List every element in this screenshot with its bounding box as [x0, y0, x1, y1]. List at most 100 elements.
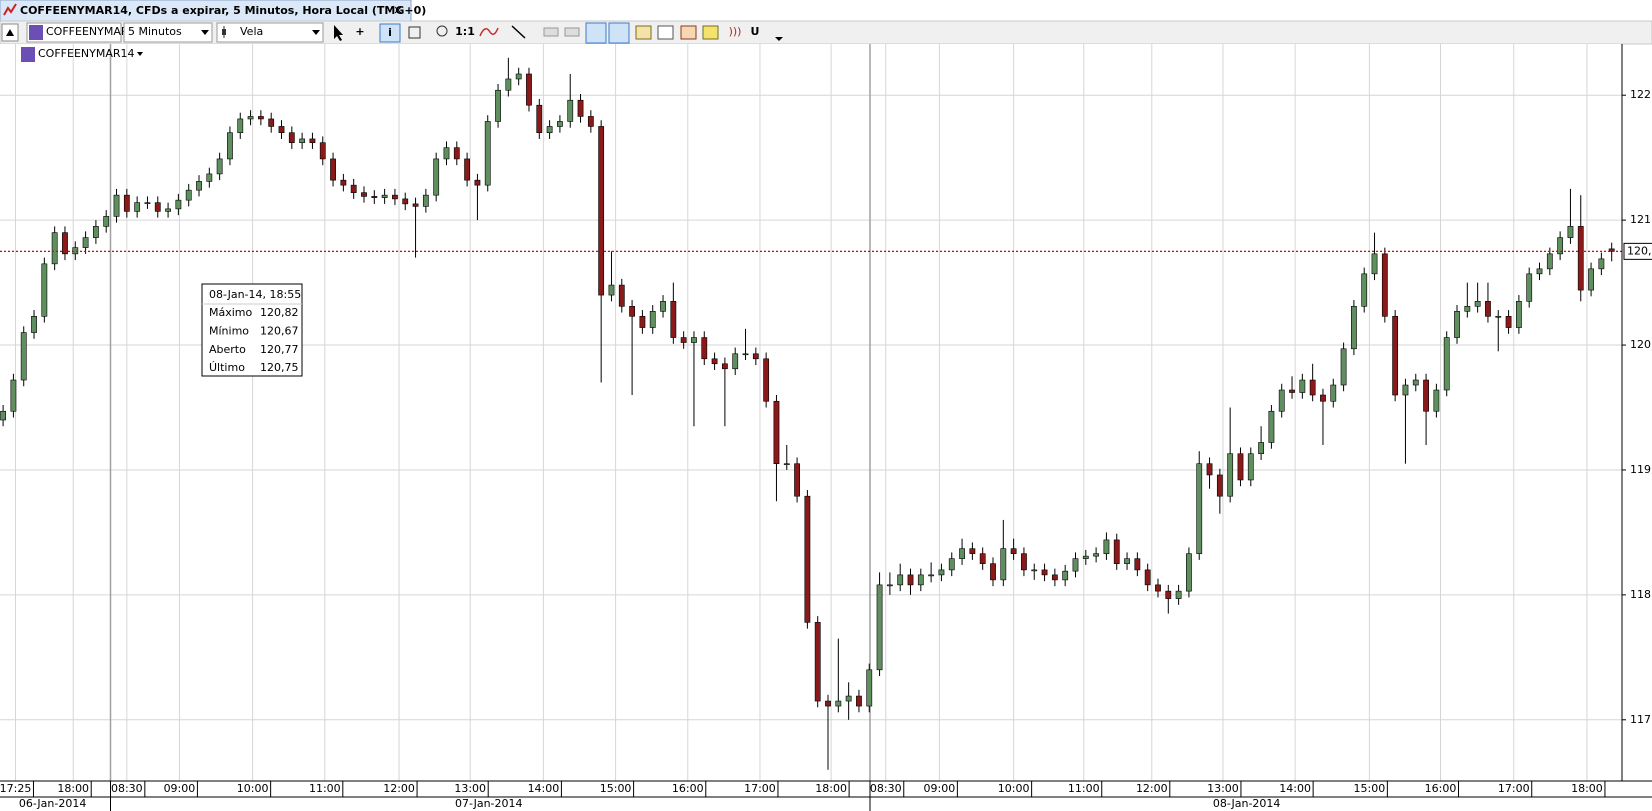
- info-tool[interactable]: [379, 23, 401, 43]
- autoscale-tool[interactable]: [585, 22, 607, 44]
- tooltip-row-label: Aberto: [209, 343, 246, 356]
- study-tool[interactable]: [702, 25, 719, 40]
- zoom-tool[interactable]: [436, 25, 448, 37]
- candle-body: [721, 363, 728, 370]
- x-tick-label: 18:00: [57, 782, 89, 795]
- y-tick-label: 121: [1630, 213, 1651, 226]
- plot-background: [0, 44, 1622, 781]
- candle-body: [1330, 384, 1337, 402]
- grid-tool[interactable]: [408, 26, 421, 39]
- candle-body: [752, 353, 759, 360]
- title-bar: [0, 0, 1652, 21]
- candle-body: [546, 126, 553, 133]
- tooltip-row-label: Último: [209, 361, 245, 374]
- candle-body: [1268, 410, 1275, 443]
- tooltip-title: 08-Jan-14, 18:55: [209, 288, 301, 301]
- candle-body: [350, 184, 357, 193]
- line-tool[interactable]: [511, 25, 526, 39]
- candle-body: [175, 199, 182, 210]
- candle-body: [1041, 569, 1048, 576]
- candle-body: [484, 121, 491, 186]
- candle-body: [185, 189, 192, 201]
- candle-body: [866, 669, 873, 707]
- template-tool[interactable]: [635, 25, 652, 40]
- x-tick-label: 13:00: [1207, 782, 1239, 795]
- candle-body: [1608, 248, 1615, 252]
- magnet-icon[interactable]: U: [751, 25, 760, 38]
- x-tick-label: 14:00: [1279, 782, 1311, 795]
- candle-body: [732, 353, 739, 370]
- x-tick-label: 08:30: [870, 782, 902, 795]
- last-price-label: 120,75: [1627, 244, 1652, 257]
- candle-body: [886, 584, 893, 587]
- indicator-tool[interactable]: [479, 27, 499, 37]
- tooltip: 08-Jan-14, 18:55 Máximo 120,82 Mínimo 120,67…: [201, 283, 303, 377]
- candle-body: [206, 173, 213, 182]
- plot-area: 117 118 119 120 121 122: [0, 44, 1651, 811]
- crosshair-tool[interactable]: +: [355, 25, 364, 38]
- candle-body: [536, 104, 543, 133]
- candle-body: [1412, 379, 1419, 386]
- candle-body: [794, 463, 800, 497]
- candle-body: [1433, 389, 1440, 412]
- candle-body: [856, 695, 862, 707]
- candle-body: [123, 194, 130, 212]
- alert-tool[interactable]: ))): [729, 25, 742, 38]
- candle-body: [567, 99, 574, 122]
- candle-body: [680, 337, 687, 343]
- pointer-tool[interactable]: [334, 25, 343, 41]
- candle-body: [598, 126, 605, 296]
- close-button[interactable]: ✕: [393, 4, 402, 17]
- candle-body: [814, 622, 821, 702]
- x-tick-label: 11:00: [309, 782, 341, 795]
- candle-body: [196, 181, 202, 191]
- candle-body: [20, 332, 27, 381]
- style-icon: [222, 29, 226, 35]
- candle-body: [1051, 574, 1058, 581]
- candle-body: [134, 202, 141, 212]
- compare-tool[interactable]: [657, 25, 674, 40]
- zoom-reset[interactable]: 1:1: [455, 25, 475, 38]
- candle-body: [1103, 539, 1110, 554]
- candle-body: [330, 158, 336, 181]
- eraser-tool[interactable]: [543, 27, 559, 37]
- candle-body: [392, 194, 398, 200]
- magnet-tool[interactable]: [608, 22, 630, 44]
- symbol-field[interactable]: [26, 22, 122, 43]
- candle-body: [402, 198, 409, 205]
- layout-tool[interactable]: [680, 25, 697, 40]
- candle-body: [247, 116, 254, 120]
- last-price-box: [1623, 242, 1652, 260]
- candle-body: [660, 301, 666, 312]
- toolbar-overflow[interactable]: [775, 37, 783, 41]
- interval-select[interactable]: [123, 22, 213, 43]
- candle-body: [742, 353, 749, 356]
- candle-body: [216, 158, 223, 175]
- candle-body: [433, 158, 440, 196]
- x-tick-label: 13:00: [454, 782, 486, 795]
- x-tick-label: 14:00: [528, 782, 560, 795]
- eraser-all-tool[interactable]: [564, 27, 580, 37]
- style-select[interactable]: [216, 22, 324, 43]
- candle-body: [165, 208, 171, 212]
- candle-body: [1474, 301, 1481, 307]
- candle-body: [51, 232, 58, 265]
- tooltip-row-label: Mínimo: [209, 324, 249, 337]
- x-tick-label: 18:00: [815, 782, 847, 795]
- candle-body: [1381, 253, 1388, 317]
- candle-body: [1485, 301, 1491, 317]
- candle-body: [288, 132, 295, 143]
- symbol-text: COFFEENYMAR: [46, 25, 129, 38]
- candle-body: [618, 284, 625, 307]
- candle-body: [1206, 463, 1213, 476]
- candle-body: [1505, 316, 1512, 328]
- interval-text: 5 Minutos: [128, 25, 182, 38]
- candle-body: [804, 495, 811, 623]
- candle-body: [639, 316, 646, 328]
- candle-body: [948, 558, 955, 571]
- candle-body: [711, 358, 718, 365]
- candle-body: [31, 316, 37, 333]
- legend-arrow[interactable]: [137, 52, 143, 56]
- candle-body: [319, 142, 326, 160]
- legend-entry[interactable]: COFFEENYMAR14: [38, 47, 135, 60]
